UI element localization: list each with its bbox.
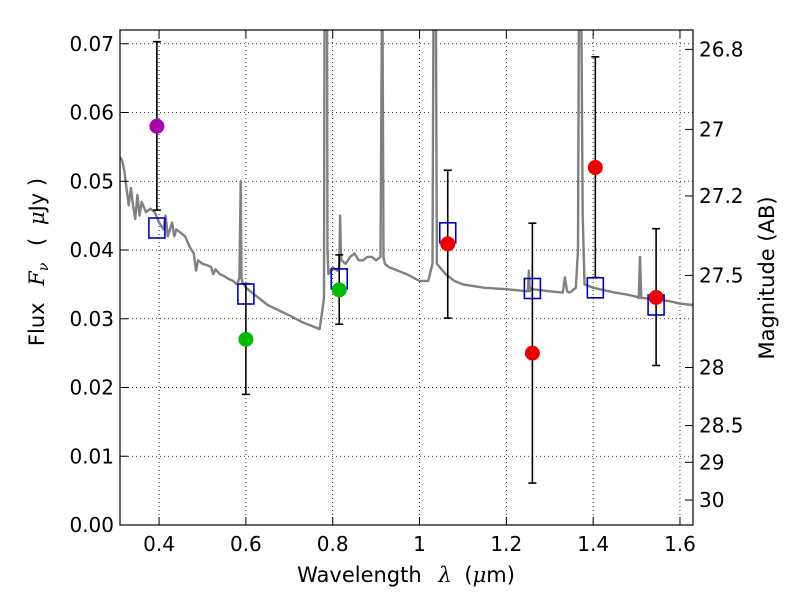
observed-point	[524, 345, 540, 361]
y-tick-label: 0.07	[69, 32, 114, 56]
y-tick-label: 0.04	[69, 238, 114, 262]
y2-axis-label: Magnitude (AB)	[755, 196, 779, 359]
y2-tick-label: 30	[699, 488, 724, 512]
plot-frame	[119, 29, 694, 526]
y-tick-label: 0.01	[69, 444, 114, 468]
observed-points-group	[149, 118, 664, 361]
model-spectrum-line	[120, 30, 693, 331]
y2-tick-label: 29	[699, 450, 724, 474]
model-photometry-box	[586, 277, 605, 299]
x-axis-label: Wavelength λ (μm)	[297, 563, 515, 587]
y2-tick-label: 27.2	[699, 184, 744, 208]
y-tick-label: 0.00	[69, 513, 114, 537]
x-tick-label: 1.4	[577, 532, 609, 556]
x-tick-label: 1	[413, 532, 426, 556]
y-ticks: 0.00 0.01 0.02 0.03 0.04 0.05 0.06 0.07	[69, 32, 128, 537]
x-tick-label: 1.2	[490, 532, 522, 556]
model-photometry-box	[523, 277, 542, 300]
y-tick-label: 0.02	[69, 376, 114, 400]
x-tick-label: 1.6	[664, 532, 696, 556]
y2-ticks: 26.8 27 27.2 27.5 28 28.5 29 30	[685, 37, 744, 512]
observed-point	[331, 282, 347, 298]
x-tick-label: 0.8	[317, 532, 349, 556]
model-photometry-box	[148, 217, 166, 239]
y-axis-label: Flux Fν ( μJy )	[25, 178, 53, 346]
y2-tick-label: 28	[699, 356, 724, 380]
model-spectrum-group	[120, 30, 693, 331]
observed-point	[238, 331, 254, 347]
observed-point	[149, 118, 165, 134]
observed-point	[648, 289, 664, 305]
y2-tick-label: 27	[699, 117, 724, 141]
grid	[120, 30, 693, 525]
x-tick-label: 0.6	[230, 532, 262, 556]
model-photometry-box	[237, 283, 255, 305]
y2-tick-label: 26.8	[699, 37, 744, 61]
y2-tick-label: 27.5	[699, 263, 744, 287]
x-ticks: 0.4 0.6 0.8 1 1.2 1.4 1.6	[143, 30, 696, 556]
y-tick-label: 0.06	[69, 101, 114, 125]
observed-point	[440, 236, 456, 252]
observed-point	[587, 160, 603, 175]
y2-tick-label: 28.5	[699, 414, 744, 438]
y-tick-label: 0.05	[69, 169, 114, 193]
x-tick-label: 0.4	[143, 532, 175, 556]
y-tick-label: 0.03	[69, 307, 114, 331]
